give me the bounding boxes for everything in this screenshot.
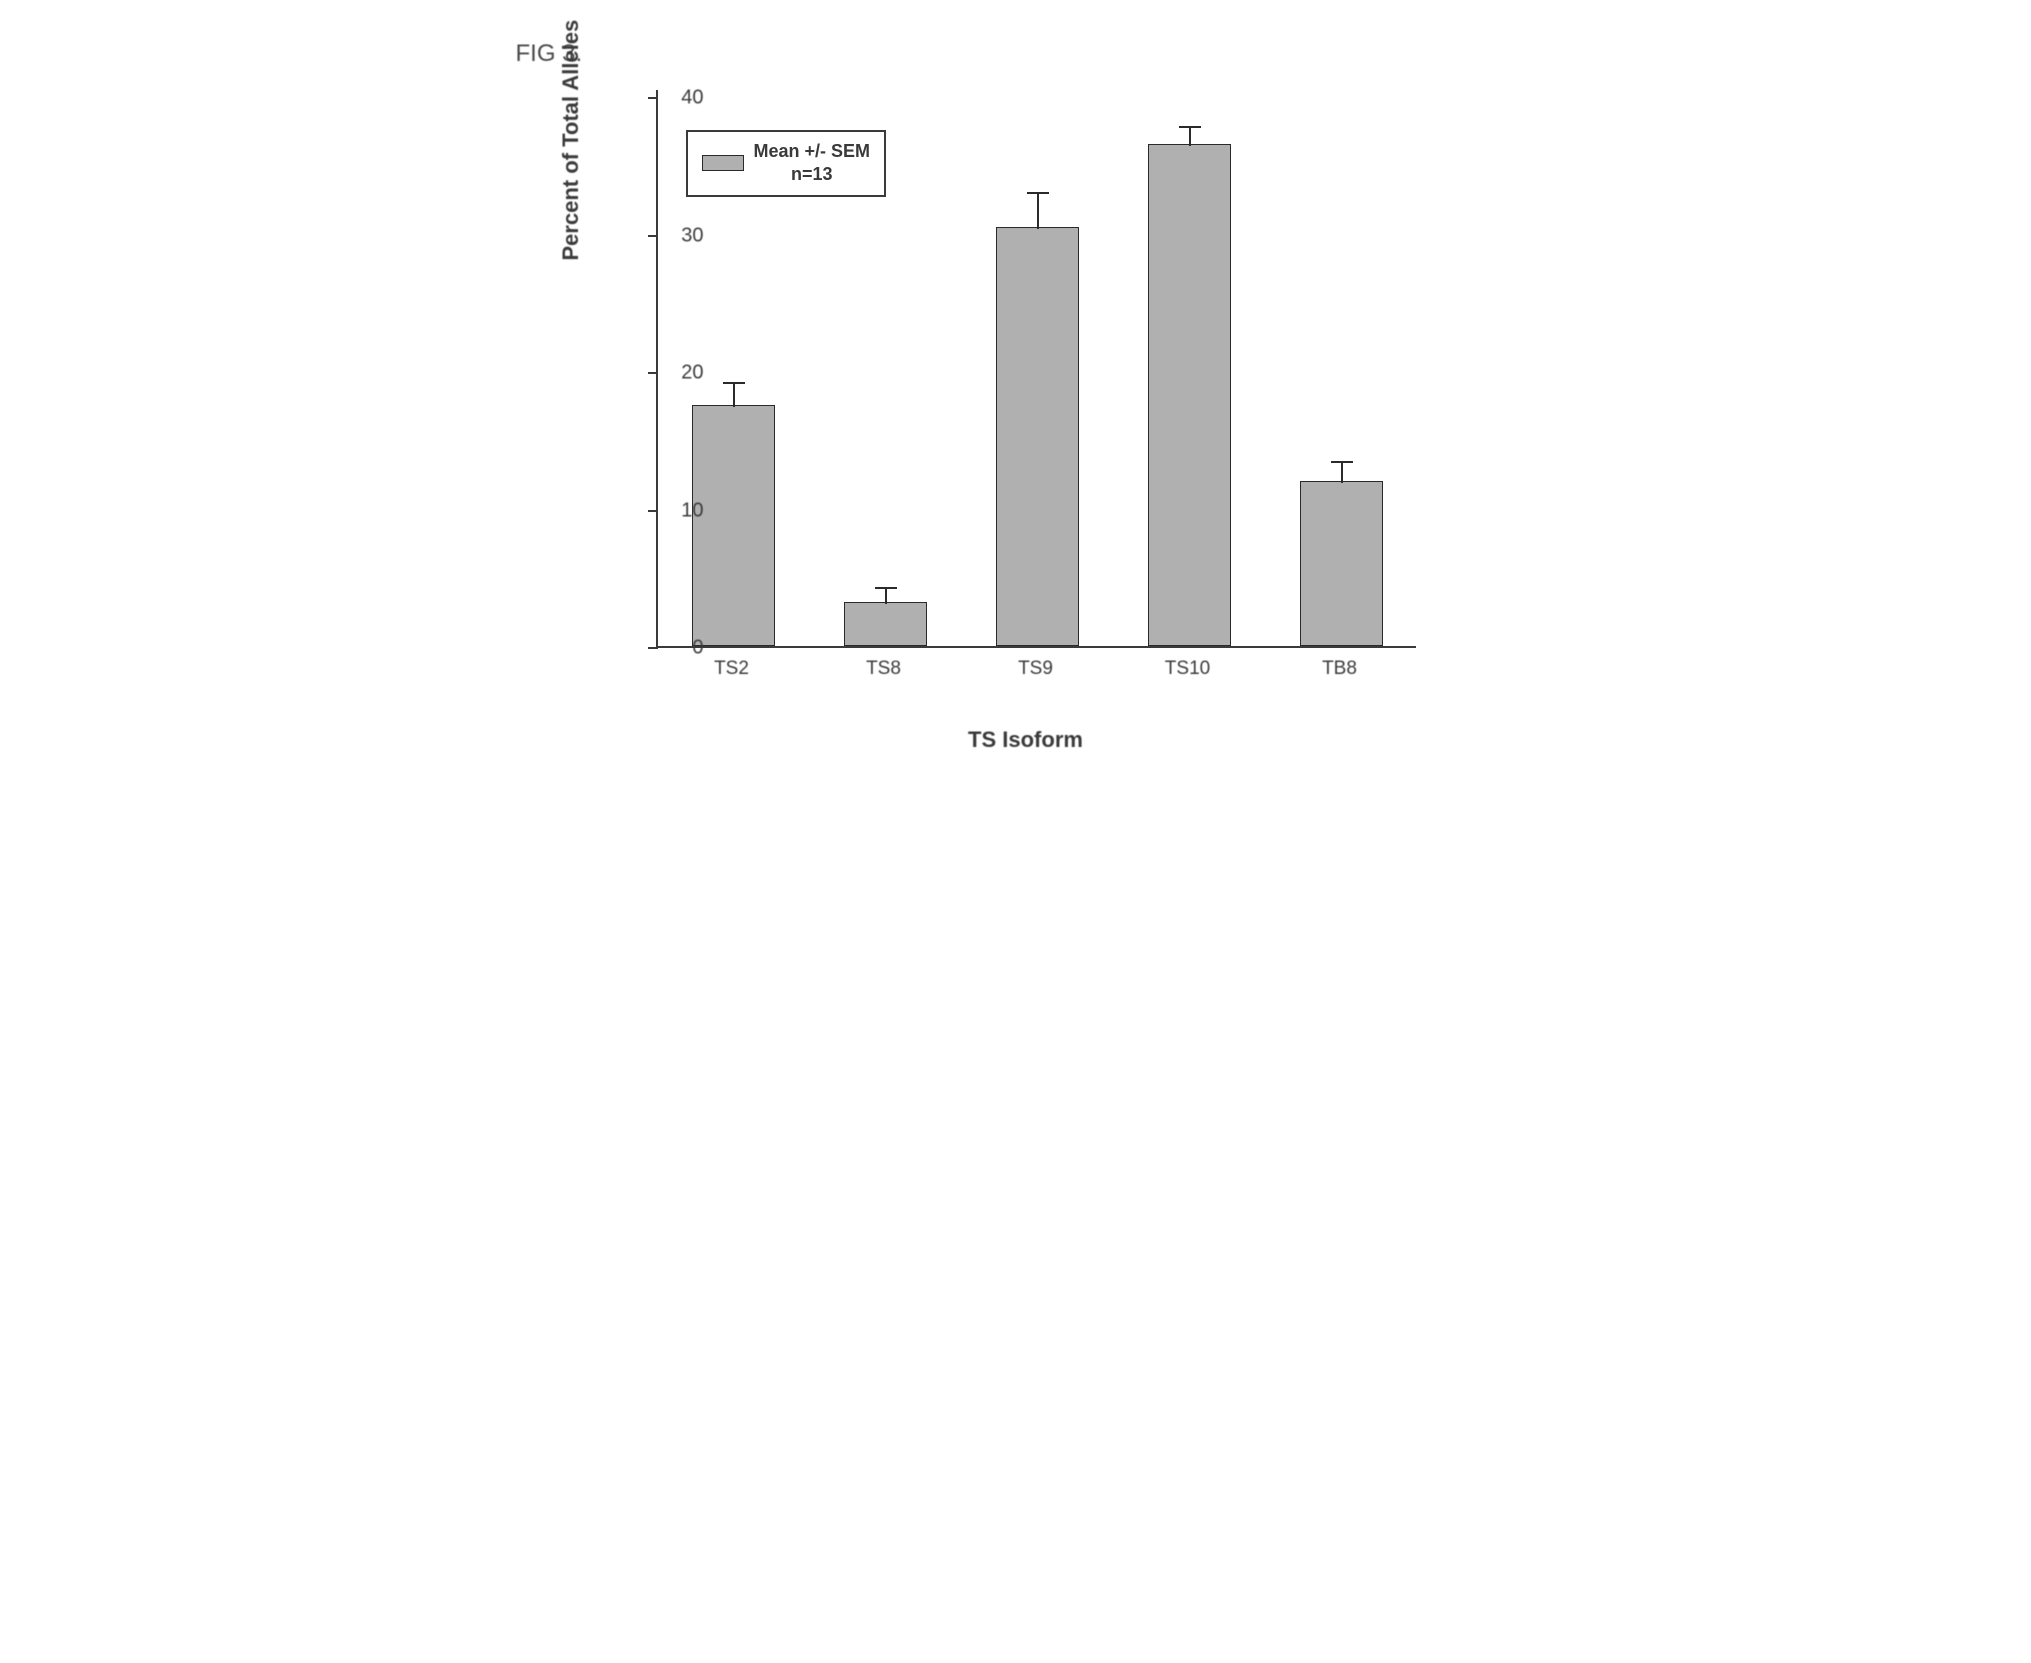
x-tick-label: TS2 [714,658,749,680]
y-tick [648,372,658,374]
x-tick-label: TS8 [866,658,901,680]
bar [1148,144,1232,646]
legend-swatch [702,155,744,171]
figure-label: FIG 3. [516,40,1516,68]
error-bar-stem [733,383,735,408]
y-tick-label: 40 [681,87,703,110]
y-tick [648,97,658,99]
y-tick [648,510,658,512]
figure-container: FIG 3. Percent of Total Alleles TS Isofo… [516,40,1516,778]
error-bar-cap [875,587,897,589]
error-bar-stem [885,588,887,605]
y-tick-label: 30 [681,224,703,247]
chart-area: Percent of Total Alleles TS Isoform Mean… [576,78,1476,778]
x-axis-label: TS Isoform [968,727,1083,753]
legend-box: Mean +/- SEM n=13 [686,130,887,197]
x-tick-label: TS10 [1165,658,1210,680]
legend-text: Mean +/- SEM n=13 [754,140,871,187]
error-bar-cap [1179,126,1201,128]
y-tick [648,235,658,237]
bar [692,405,776,646]
x-tick-label: TS9 [1018,658,1053,680]
legend-line-1: Mean +/- SEM [754,140,871,163]
y-tick [648,647,658,649]
legend-row: Mean +/- SEM n=13 [702,140,871,187]
bar [996,227,1080,646]
error-bar-cap [1027,192,1049,194]
bar [844,602,928,646]
legend-line-2: n=13 [754,163,871,186]
y-tick-label: 10 [681,499,703,522]
x-tick-label: TB8 [1322,658,1357,680]
y-tick-label: 20 [681,362,703,385]
bar [1300,481,1384,646]
error-bar-cap [723,382,745,384]
y-tick-label: 0 [692,637,703,660]
error-bar-cap [1331,461,1353,463]
y-axis-label: Percent of Total Alleles [558,20,584,261]
error-bar-stem [1037,193,1039,229]
error-bar-stem [1341,462,1343,483]
error-bar-stem [1189,127,1191,146]
